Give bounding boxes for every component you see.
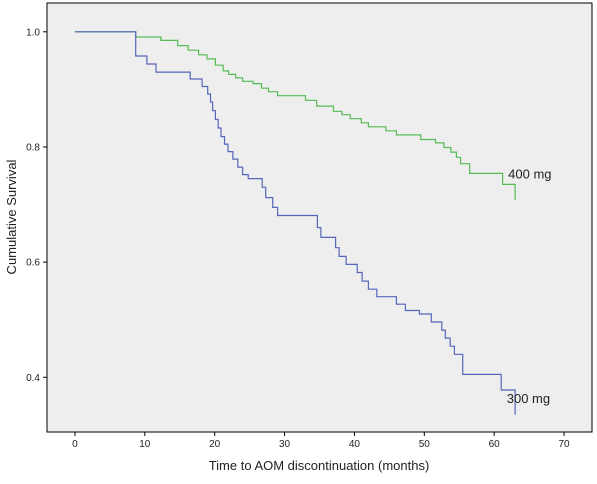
series-label-400-mg: 400 mg xyxy=(508,167,551,182)
y-axis-title: Cumulative Survival xyxy=(4,159,19,274)
x-tick-label: 0 xyxy=(72,439,78,450)
x-tick-label: 10 xyxy=(139,439,151,450)
x-tick-label: 30 xyxy=(279,439,291,450)
series-layer xyxy=(74,31,516,415)
series-line-400-mg xyxy=(74,31,516,200)
y-tick-label: 0.6 xyxy=(26,258,40,269)
series-line-300-mg xyxy=(74,31,516,415)
x-tick-label: 40 xyxy=(349,439,361,450)
x-tick-label: 20 xyxy=(209,439,221,450)
axis-layer: 0 10 20 30 40 50 60 70 0.4 0.6 0.8 1.0 xyxy=(26,27,570,450)
x-tick-label: 50 xyxy=(419,439,431,450)
y-tick-label: 0.4 xyxy=(26,373,40,384)
y-tick-label: 0.8 xyxy=(26,142,40,153)
label-layer: 400 mg 300 mg xyxy=(507,167,552,407)
y-tick-label: 1.0 xyxy=(26,27,40,38)
series-label-300-mg: 300 mg xyxy=(507,391,550,406)
x-tick-label: 70 xyxy=(558,439,570,450)
x-tick-label: 60 xyxy=(489,439,501,450)
plot-area xyxy=(46,2,593,433)
x-axis-title: Time to AOM discontinuation (months) xyxy=(209,458,430,473)
